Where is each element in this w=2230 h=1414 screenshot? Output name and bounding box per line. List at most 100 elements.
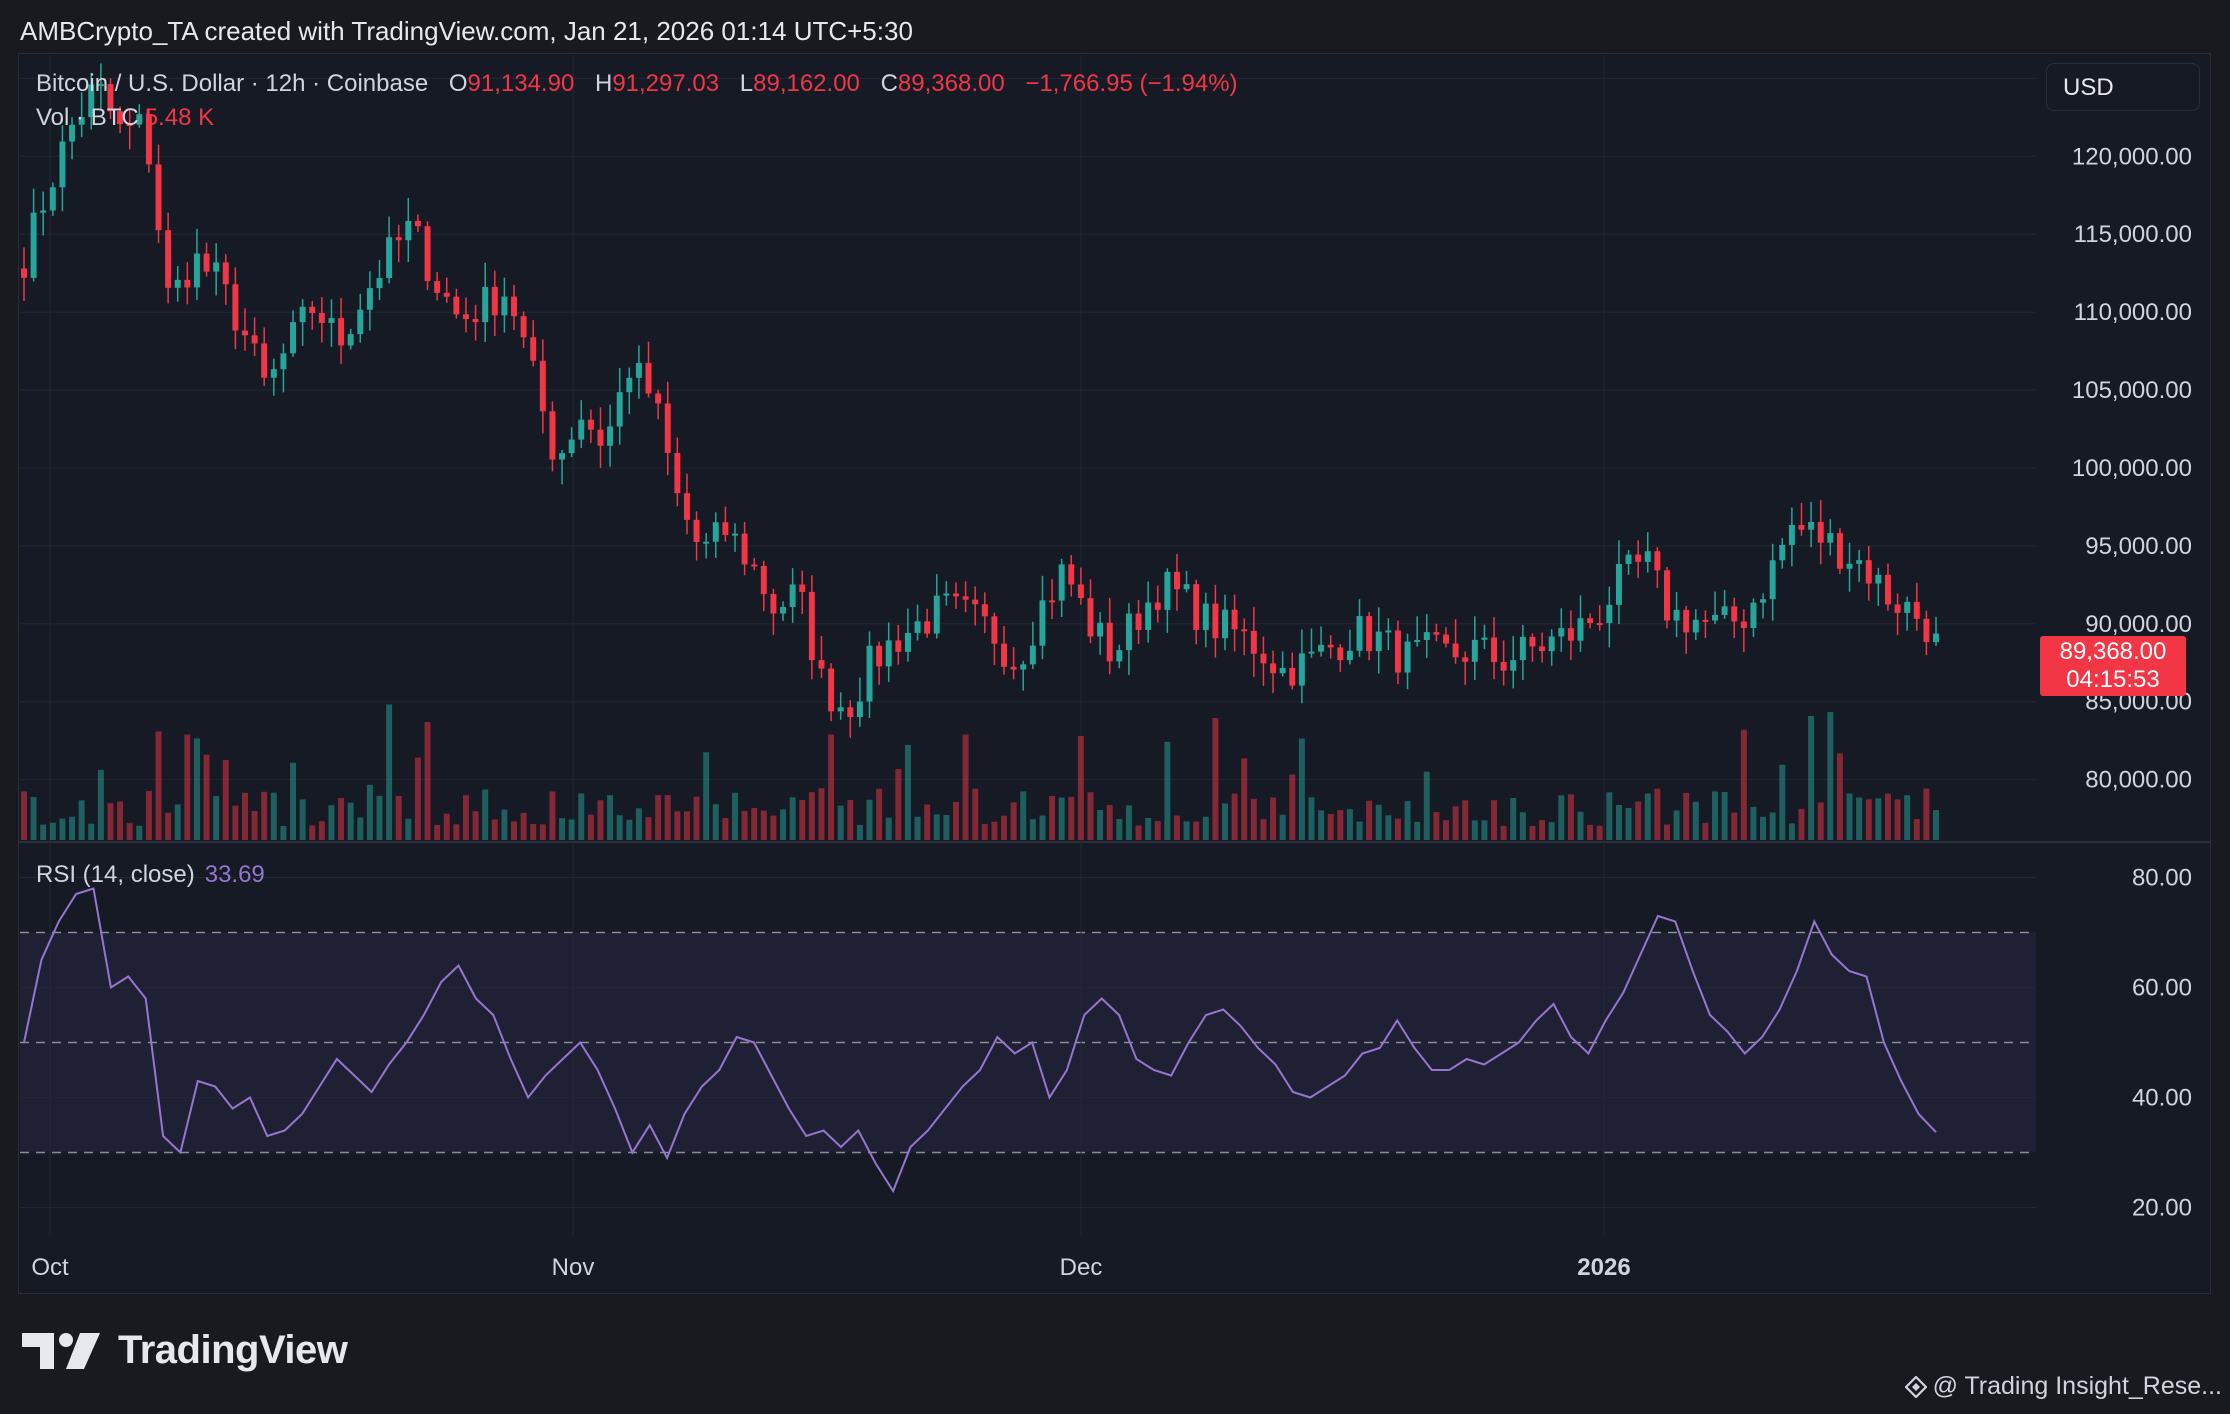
candle-body [635, 362, 642, 378]
candle-body [924, 621, 931, 634]
price-axis-label: 120,000.00 [2072, 143, 2192, 170]
volume-bar [1500, 825, 1507, 840]
credit-text: @ Trading Insight_Rese... [1932, 1372, 2222, 1400]
volume-legend: Vol · BTC 5.48 K [36, 104, 214, 132]
volume-bar [559, 818, 566, 840]
volume-bar [866, 799, 873, 840]
volume-bar [674, 811, 681, 840]
volume-bar [780, 809, 787, 840]
candle-body [1270, 663, 1277, 674]
volume-bar [251, 810, 258, 840]
volume-bar [136, 825, 143, 840]
candle-body [1279, 667, 1286, 674]
candle-body [222, 262, 229, 285]
volume-bar [414, 757, 421, 840]
volume-bar [1856, 797, 1863, 840]
volume-bar [242, 792, 248, 840]
currency-button[interactable]: USD [2046, 63, 2200, 111]
volume-bar [693, 796, 700, 840]
candle-body [866, 645, 873, 702]
volume-bar [1760, 816, 1767, 840]
volume-bar [213, 796, 220, 840]
price-axis-label: 95,000.00 [2085, 533, 2192, 560]
candle-body [780, 606, 787, 614]
volume-bar [1481, 820, 1488, 840]
volume-bar [1731, 812, 1738, 840]
candle-body [261, 343, 268, 378]
volume-bar [1001, 815, 1007, 840]
volume-bar [1077, 735, 1084, 840]
candle-body [972, 599, 979, 605]
volume-bar [462, 795, 469, 840]
candle-body [732, 533, 738, 536]
candle-body [1337, 647, 1344, 661]
candle-body [683, 493, 690, 520]
candle-body [1596, 623, 1603, 626]
volume-bar [1135, 825, 1142, 840]
rsi-value: 33.69 [204, 861, 265, 888]
candle-body [789, 584, 796, 607]
candle-body [1423, 632, 1430, 640]
volume-bar [568, 819, 575, 840]
candle-body [290, 322, 297, 354]
volume-bar [1231, 793, 1238, 840]
volume-bar [1596, 825, 1603, 840]
volume-bar [270, 792, 277, 840]
volume-bar [30, 797, 37, 840]
candle-body [1529, 636, 1536, 647]
candle-body [251, 335, 258, 344]
volume-bar [1125, 805, 1132, 840]
volume-bar [78, 800, 85, 840]
volume-bar [309, 825, 316, 840]
bar-countdown: 04:15:53 [2066, 666, 2160, 693]
rsi-line [23, 887, 1937, 1194]
low-label: L [739, 70, 754, 97]
candle-body [1097, 622, 1104, 637]
volume-bar [904, 744, 911, 840]
candle-body [1049, 600, 1056, 603]
candle-body [712, 522, 719, 542]
volume-bar [1567, 794, 1574, 840]
volume-bar [318, 821, 325, 840]
volume-bar [1577, 811, 1584, 840]
candle-body [1385, 630, 1392, 633]
candle-body [568, 439, 575, 454]
time-axis-label: 2026 [1577, 1254, 1630, 1281]
volume-bar [1154, 821, 1161, 840]
candle-body [424, 226, 431, 282]
candle-body [674, 452, 681, 494]
candle-body [1558, 628, 1565, 637]
volume-bar [511, 821, 517, 840]
candle-body [21, 268, 27, 278]
candle-body [366, 288, 373, 310]
candle-body [1788, 524, 1795, 545]
volume-bar [539, 824, 546, 840]
candle-body [1510, 660, 1517, 671]
candle-body [40, 210, 47, 213]
candle-body [1356, 616, 1363, 651]
candle-body [1846, 563, 1853, 569]
volume-bar [1327, 814, 1334, 840]
volume-bar [876, 788, 883, 840]
volume-bar [453, 824, 460, 840]
candle-body [395, 237, 402, 241]
volume-bar [1635, 801, 1642, 840]
volume-bar [712, 804, 719, 840]
volume-bar [1097, 809, 1104, 840]
candle-body [88, 84, 95, 118]
volume-bar [616, 815, 623, 840]
candle-body [876, 645, 883, 667]
low-value: 89,162.00 [753, 70, 860, 97]
candle-body [328, 318, 335, 323]
candle-body [193, 253, 200, 288]
volume-bar [1068, 796, 1075, 840]
volume-bar [338, 798, 345, 840]
candle-body [799, 584, 806, 592]
volume-bar [1308, 797, 1315, 840]
volume-bar [1692, 801, 1699, 840]
candle-body [1260, 653, 1267, 664]
volume-bar [1318, 810, 1325, 840]
candle-body [1029, 645, 1036, 665]
candle-body [1875, 574, 1882, 584]
